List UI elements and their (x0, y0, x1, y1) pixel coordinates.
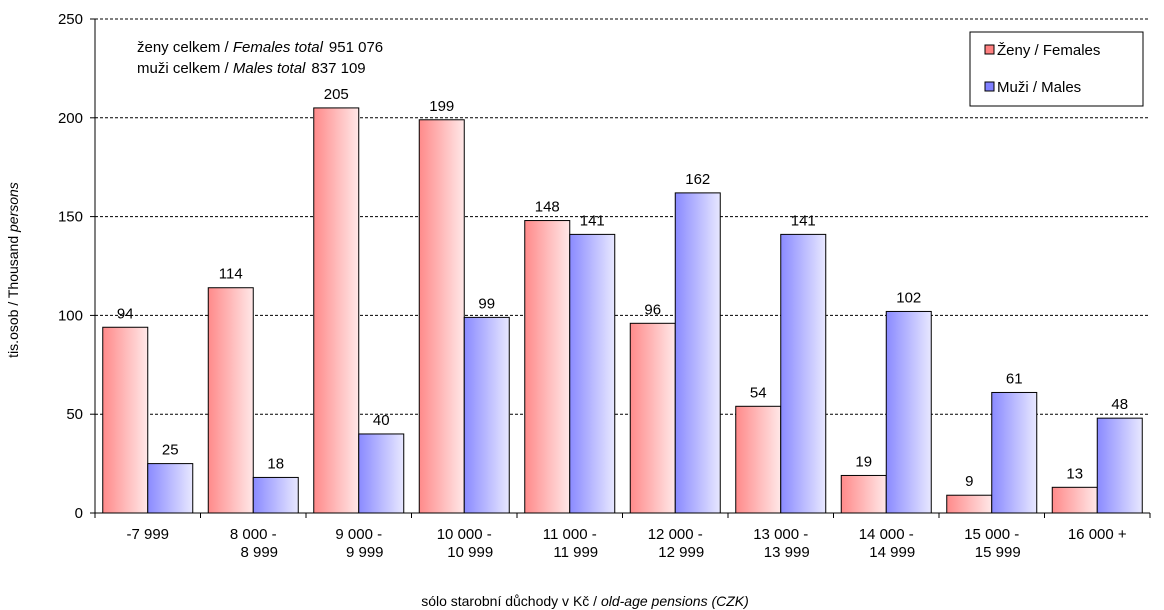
y-tick-label: 250 (58, 11, 83, 28)
annotation-females-normal: ženy celkem / (137, 39, 233, 56)
x-tick-label: 15 000 -15 999 (964, 526, 1020, 561)
bar-males (569, 233, 616, 514)
bar-females (946, 494, 993, 514)
annotation-males-italic: Males total (233, 60, 306, 77)
data-label-males: 48 (1111, 396, 1128, 413)
x-tick-label: -7 999 (126, 526, 169, 543)
x-tick-label: 12 000 -12 999 (648, 526, 704, 561)
data-label-females: 114 (219, 266, 243, 283)
data-label-males: 102 (896, 289, 921, 306)
x-tick-label: 9 000 -9 999 (335, 526, 383, 561)
bar-females (418, 119, 465, 514)
data-label-males: 25 (162, 442, 179, 459)
annotation-males-value: 837 109 (311, 60, 365, 77)
data-label-females: 9 (965, 473, 973, 490)
x-axis-title-italic: old-age pensions (CZK) (601, 593, 749, 609)
data-label-males: 141 (791, 212, 816, 229)
legend-label-males: Muži / Males (997, 79, 1081, 96)
x-tick-label: 13 000 -13 999 (753, 526, 809, 561)
bar-males (885, 310, 932, 514)
x-axis-title: sólo starobní důchody v Kč / old-age pen… (421, 593, 749, 609)
data-label-males: 162 (685, 171, 710, 188)
x-axis-title-normal: sólo starobní důchody v Kč / (421, 593, 601, 609)
x-tick-label: 16 000 + (1068, 526, 1127, 543)
y-tick-label: 50 (66, 406, 83, 423)
bars (102, 107, 1143, 514)
bar-females (840, 474, 887, 514)
annotation-females-value: 951 076 (329, 39, 383, 56)
data-label-females: 148 (535, 199, 560, 216)
data-label-males: 141 (580, 212, 605, 229)
x-tick-labels: -7 999 8 000 -8 999 9 000 -9 999 10 000 -10… (126, 526, 1126, 561)
bar-males (252, 476, 299, 514)
data-label-females: 13 (1066, 465, 1083, 482)
data-label-males: 18 (267, 455, 284, 472)
x-tick-label: 11 000 -11 999 (543, 526, 598, 561)
data-label-females: 19 (855, 453, 872, 470)
data-label-females: 199 (429, 98, 454, 115)
bar-females (735, 405, 782, 514)
x-tick-label: 10 000 -10 999 (437, 526, 493, 561)
y-axis-title: tis.osob / Thousand persons (5, 182, 21, 358)
bar-females (629, 322, 676, 514)
data-label-females: 94 (117, 305, 134, 322)
data-label-males: 40 (373, 412, 390, 429)
y-axis-title-normal: tis.osob / Thousand (5, 232, 21, 358)
y-tick-label: 200 (58, 110, 83, 127)
data-label-males: 99 (478, 295, 495, 312)
y-tick-labels: 0 50 100 150 200 250 (58, 11, 83, 522)
bar-females (207, 287, 254, 514)
annotation-males-normal: muži celkem / (137, 60, 233, 77)
data-label-females: 54 (750, 384, 767, 401)
x-tick-label: 14 000 -14 999 (859, 526, 915, 561)
bar-males (358, 433, 405, 514)
legend: Ženy / Females Muži / Males (969, 31, 1144, 107)
bar-females (313, 107, 360, 514)
y-tick-label: 100 (58, 307, 83, 324)
bar-males (991, 391, 1038, 514)
data-label-males: 61 (1006, 370, 1023, 387)
bar-females (102, 326, 149, 514)
data-label-females: 96 (644, 301, 661, 318)
annotation-females-total: ženy celkem / Females total 951 076 (137, 39, 383, 56)
x-tick-label: 8 000 -8 999 (230, 526, 278, 561)
axes (90, 18, 1151, 518)
y-tick-label: 0 (75, 505, 83, 522)
y-axis-title-italic: persons (5, 182, 21, 233)
bar-males (463, 316, 510, 514)
legend-swatch-females (984, 44, 995, 55)
bar-males (674, 192, 721, 514)
data-label-females: 205 (324, 86, 349, 103)
y-tick-label: 150 (58, 209, 83, 226)
annotation-females-italic: Females total (233, 39, 324, 56)
bar-females (1051, 486, 1098, 514)
legend-label-females: Ženy / Females (997, 42, 1100, 59)
gridlines (95, 18, 1150, 415)
bar-males (1096, 417, 1143, 514)
data-labels: 94 25 114 18 205 40 199 99 148 141 96 162 54 141 19 102… (117, 86, 1128, 490)
legend-swatch-males (984, 81, 995, 92)
bar-females (524, 220, 571, 514)
legend-box (969, 31, 1144, 107)
annotation-males-total: muži celkem / Males total 837 109 (137, 60, 366, 77)
bar-males (780, 233, 827, 514)
bar-males (147, 463, 194, 514)
